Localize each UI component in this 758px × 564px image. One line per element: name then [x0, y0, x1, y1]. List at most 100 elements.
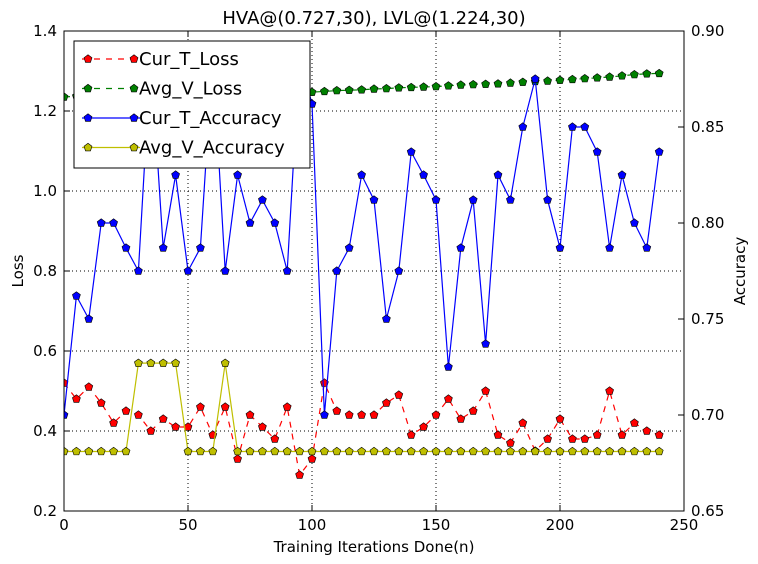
- data-point: [96, 446, 106, 456]
- legend-item-Avg_V_Accuracy: Avg_V_Accuracy: [82, 138, 285, 159]
- y-right-tick-label: 0.80: [691, 214, 724, 232]
- data-point: [506, 78, 515, 87]
- data-point: [654, 446, 664, 456]
- data-point: [518, 77, 528, 86]
- data-point: [481, 79, 490, 88]
- data-point: [382, 84, 391, 93]
- data-point: [332, 406, 342, 415]
- data-point: [642, 243, 652, 252]
- data-point: [468, 406, 478, 415]
- data-point: [233, 446, 242, 456]
- data-point: [158, 243, 168, 252]
- data-point: [481, 386, 490, 395]
- ticks: 0 50 100 150 200 250 0.2 0.4 0.6 0.8 1.0 1.2 1.4 0.65…: [33, 22, 724, 534]
- legend-marker: [83, 54, 93, 63]
- data-point: [617, 170, 627, 179]
- data-point: [134, 410, 143, 419]
- data-point: [431, 410, 441, 419]
- data-point: [568, 122, 577, 131]
- data-point: [146, 358, 156, 367]
- data-point: [357, 446, 366, 456]
- data-point: [344, 243, 354, 252]
- data-point: [518, 122, 528, 131]
- legend-item-Cur_T_Accuracy: Cur_T_Accuracy: [82, 108, 282, 129]
- data-point: [282, 266, 292, 275]
- data-point: [84, 314, 94, 323]
- data-point: [344, 446, 354, 456]
- data-point: [344, 410, 354, 419]
- y-left-tick-label: 1.2: [33, 102, 57, 120]
- data-point: [220, 266, 230, 275]
- data-point: [64, 410, 69, 419]
- data-point: [332, 266, 342, 275]
- data-point: [654, 68, 664, 78]
- data-point: [171, 170, 180, 179]
- data-point: [481, 446, 490, 456]
- data-point: [543, 434, 552, 443]
- data-point: [419, 82, 428, 91]
- data-point: [245, 410, 255, 419]
- legend-marker: [129, 54, 139, 63]
- data-point: [555, 243, 565, 252]
- data-point: [654, 430, 664, 439]
- data-point: [506, 195, 515, 204]
- data-point: [605, 72, 614, 81]
- data-point: [320, 410, 329, 419]
- data-point: [183, 446, 193, 456]
- data-point: [369, 446, 379, 456]
- y-right-tick-label: 0.70: [691, 406, 724, 424]
- data-point: [270, 218, 280, 227]
- data-point: [357, 410, 366, 419]
- data-point: [134, 358, 143, 367]
- data-point: [592, 73, 602, 82]
- data-point: [295, 470, 304, 479]
- data-point: [444, 394, 453, 403]
- y-right-tick-label: 0.65: [691, 502, 724, 520]
- x-tick-label: 0: [59, 516, 69, 534]
- data-point: [109, 218, 118, 227]
- x-axis-title: Training Iterations Done(n): [273, 538, 475, 556]
- data-point: [493, 79, 503, 88]
- data-point: [245, 446, 255, 456]
- legend-label: Avg_V_Accuracy: [139, 138, 285, 159]
- data-point: [295, 446, 304, 456]
- data-point: [555, 414, 565, 423]
- data-point: [382, 446, 391, 456]
- data-point: [282, 402, 292, 411]
- data-point: [468, 446, 478, 456]
- data-point: [605, 446, 614, 456]
- data-point: [208, 446, 218, 456]
- data-point: [617, 71, 627, 80]
- data-point: [84, 382, 94, 391]
- data-point: [468, 195, 478, 204]
- data-point: [580, 122, 590, 131]
- y-right-tick-label: 0.90: [691, 22, 724, 40]
- legend-box: [73, 40, 311, 169]
- x-tick-label: 100: [298, 516, 327, 534]
- data-point: [605, 386, 614, 395]
- data-point: [258, 446, 267, 456]
- data-point: [506, 438, 515, 447]
- data-point: [369, 195, 379, 204]
- data-point: [642, 446, 652, 456]
- legend-marker: [83, 142, 93, 152]
- data-point: [456, 243, 466, 252]
- data-point: [258, 422, 267, 431]
- x-tick-label: 200: [546, 516, 575, 534]
- data-point: [146, 426, 156, 435]
- data-point: [493, 170, 503, 179]
- data-point: [220, 402, 230, 411]
- data-point: [456, 446, 466, 456]
- legend: Cur_T_Loss Avg_V_Loss Cur_T_Accuracy Avg_V_…: [73, 40, 311, 169]
- data-point: [72, 291, 81, 300]
- data-point: [406, 147, 416, 156]
- data-point: [617, 446, 627, 456]
- data-point: [196, 243, 205, 252]
- chart-title: HVA@(0.727,30), LVL@(1.224,30): [222, 8, 525, 29]
- data-point: [568, 74, 577, 84]
- data-point: [72, 446, 81, 456]
- data-point: [245, 218, 255, 227]
- legend-marker: [129, 142, 139, 152]
- series-Cur_T_Accuracy: [64, 51, 664, 419]
- data-point: [158, 358, 168, 367]
